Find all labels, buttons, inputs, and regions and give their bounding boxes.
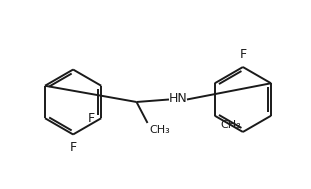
Text: CH₃: CH₃: [221, 120, 242, 130]
Text: F: F: [239, 48, 246, 60]
Text: F: F: [88, 112, 95, 125]
Text: CH₃: CH₃: [150, 125, 170, 135]
Text: HN: HN: [169, 92, 187, 105]
Text: F: F: [70, 141, 77, 154]
